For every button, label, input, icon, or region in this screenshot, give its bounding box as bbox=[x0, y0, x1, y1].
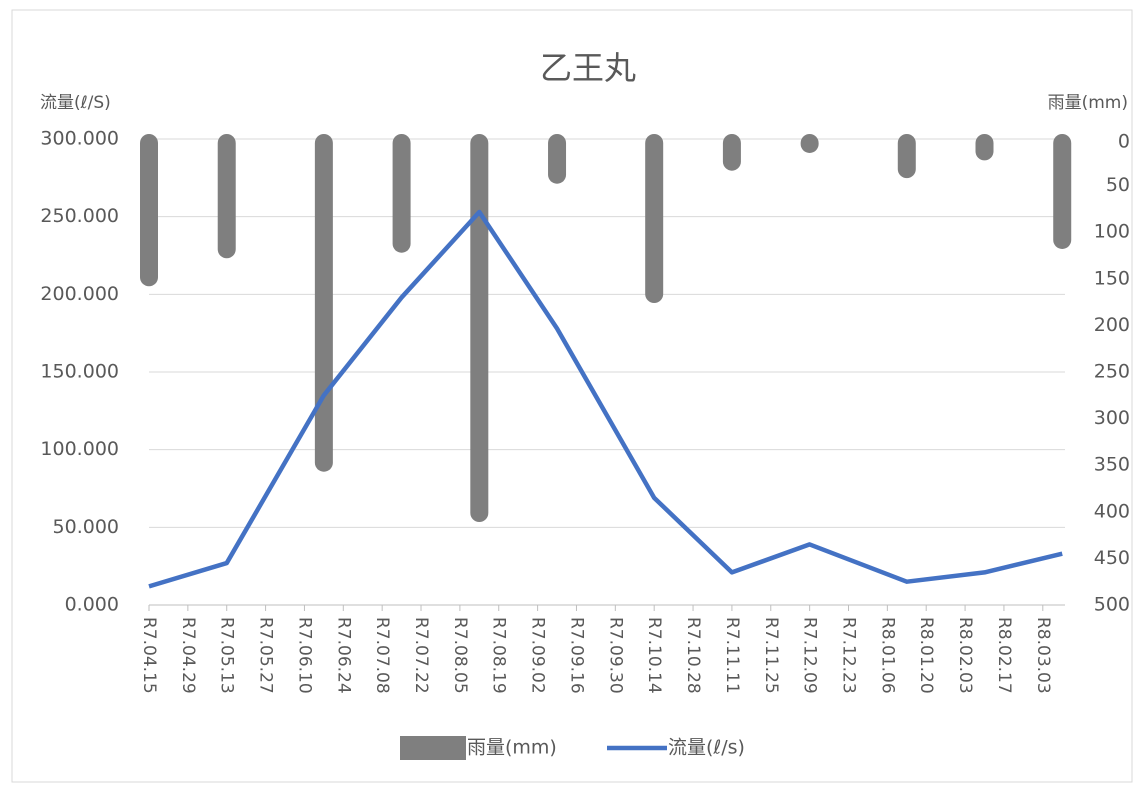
y2-tick-label: 200 bbox=[1094, 314, 1130, 336]
flow-line bbox=[148, 209, 1063, 589]
y-tick-label: 300.000 bbox=[40, 128, 119, 150]
y2-tick-label: 0 bbox=[1118, 131, 1130, 153]
x-tick-label: R7.05.27 bbox=[256, 617, 276, 694]
legend-label: 流量(ℓ/s) bbox=[668, 737, 745, 759]
y2-tick-label: 250 bbox=[1094, 361, 1130, 383]
x-tick-label: R7.12.09 bbox=[800, 617, 820, 694]
x-tick-label: R7.09.16 bbox=[566, 617, 586, 694]
x-tick-label: R8.01.06 bbox=[877, 617, 897, 694]
y2-tick-label: 350 bbox=[1094, 454, 1130, 476]
y-tick-label: 100.000 bbox=[40, 438, 119, 460]
legend-label: 雨量(mm) bbox=[467, 737, 557, 759]
y-tick-label: 250.000 bbox=[40, 205, 119, 227]
x-tick-label: R8.01.20 bbox=[916, 617, 936, 694]
x-tick-label: R7.06.24 bbox=[333, 617, 353, 694]
y-axis-title: 流量(ℓ/S) bbox=[40, 93, 111, 113]
y-tick-label: 200.000 bbox=[40, 283, 119, 305]
x-tick-label: R7.11.25 bbox=[761, 617, 781, 694]
x-tick-label: R8.03.03 bbox=[1033, 617, 1053, 694]
y2-axis-title: 雨量(mm) bbox=[1048, 93, 1128, 113]
x-tick-label: R7.09.02 bbox=[528, 617, 548, 694]
x-tick-label: R7.04.29 bbox=[178, 617, 198, 694]
y2-tick-label: 400 bbox=[1094, 500, 1130, 522]
x-tick-label: R7.08.05 bbox=[450, 617, 470, 694]
x-tick-label: R7.09.30 bbox=[605, 617, 625, 694]
x-tick-label: R7.10.14 bbox=[644, 617, 664, 694]
x-tick-label: R8.02.17 bbox=[994, 617, 1014, 694]
y2-tick-label: 100 bbox=[1094, 221, 1130, 243]
y2-tick-label: 300 bbox=[1094, 407, 1130, 429]
y2-tick-label: 50 bbox=[1106, 174, 1130, 196]
y2-tick-label: 450 bbox=[1094, 547, 1130, 569]
x-tick-label: R7.05.13 bbox=[217, 617, 237, 694]
x-tick-label: R7.08.19 bbox=[489, 617, 509, 694]
y2-tick-label: 500 bbox=[1094, 594, 1130, 616]
x-tick-label: R7.10.28 bbox=[683, 617, 703, 694]
y-tick-label: 50.000 bbox=[53, 516, 119, 538]
y2-tick-label: 150 bbox=[1094, 267, 1130, 289]
chart-title: 乙王丸 bbox=[540, 49, 636, 87]
x-tick-label: R8.02.03 bbox=[955, 617, 975, 694]
x-tick-label: R7.07.08 bbox=[372, 617, 392, 694]
x-tick-label: R7.06.10 bbox=[294, 617, 314, 694]
x-tick-label: R7.12.23 bbox=[838, 617, 858, 694]
x-tick-label: R7.07.22 bbox=[411, 617, 431, 694]
legend-swatch bbox=[400, 736, 466, 760]
y-tick-label: 0.000 bbox=[65, 594, 119, 616]
x-tick-label: R7.11.11 bbox=[722, 617, 742, 694]
x-tick-label: R7.04.15 bbox=[139, 617, 159, 694]
y-tick-label: 150.000 bbox=[40, 361, 119, 383]
